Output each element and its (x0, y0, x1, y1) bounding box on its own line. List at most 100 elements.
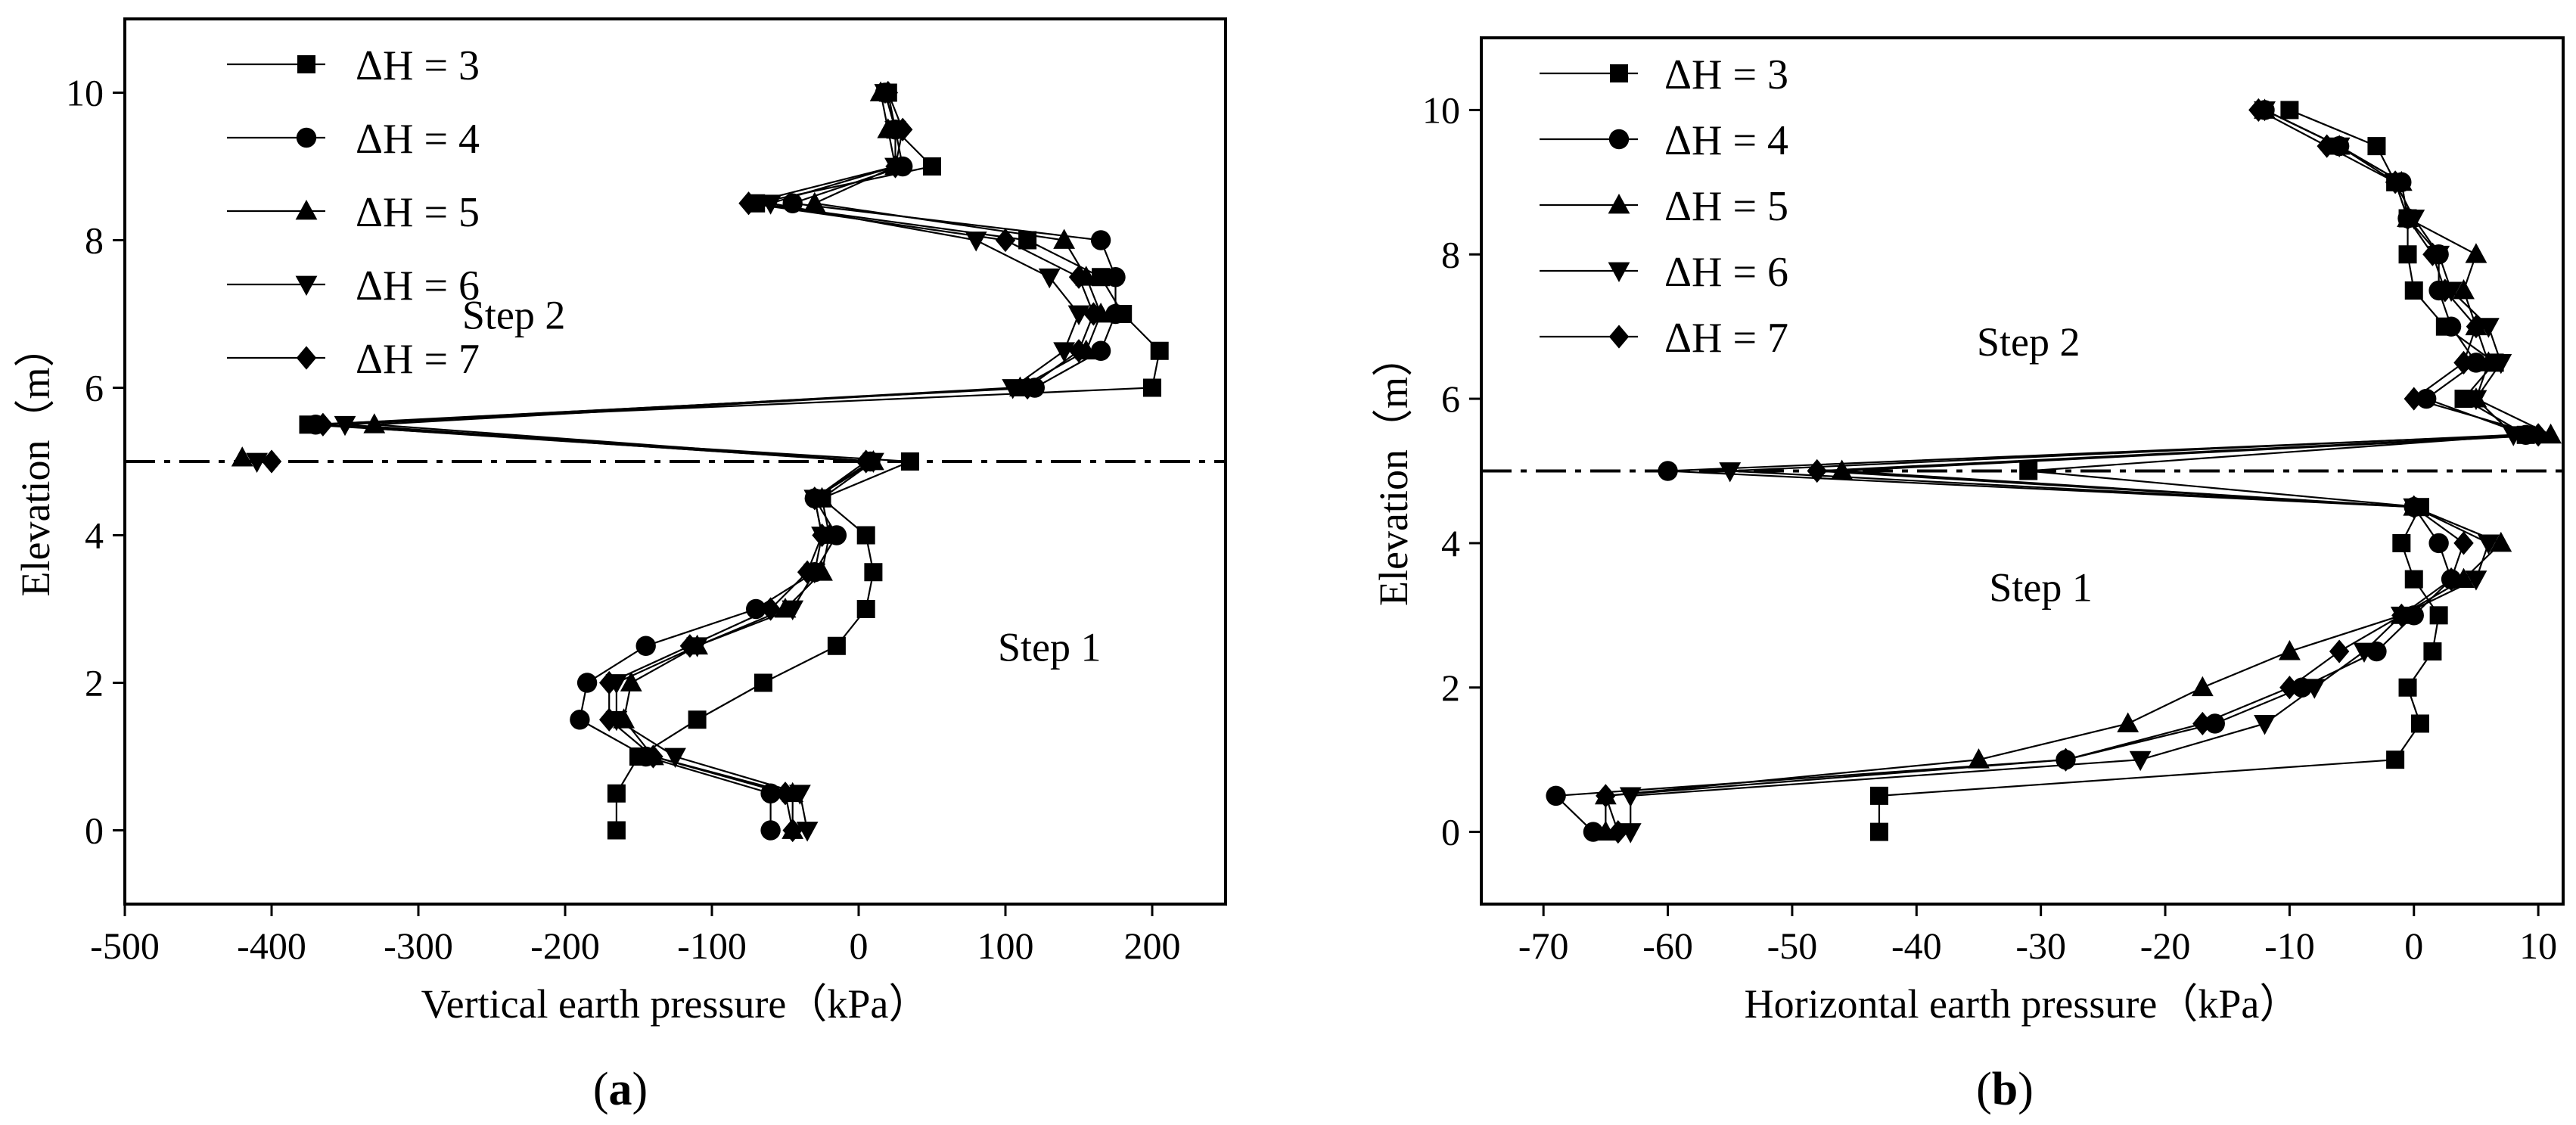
data-point (804, 486, 825, 511)
data-point (2477, 318, 2500, 338)
data-point (1068, 339, 1089, 363)
legend-label: ΔH = 6 (1664, 249, 1788, 296)
data-point (2423, 642, 2442, 661)
legend-marker (297, 55, 315, 73)
y-tick-label: 0 (1441, 811, 1460, 853)
y-tick-label: 2 (85, 662, 104, 704)
y-tick-label: 8 (1441, 233, 1460, 275)
legend-label: ΔH = 6 (356, 263, 480, 309)
x-tick-label: -10 (2264, 925, 2315, 967)
data-point (2528, 423, 2549, 447)
series-1 (299, 83, 1169, 840)
data-point (2453, 531, 2474, 555)
data-point (1719, 462, 1742, 483)
x-tick-label: -300 (384, 925, 453, 967)
data-point (856, 526, 875, 545)
y-tick-label: 10 (1422, 89, 1460, 131)
y-tick-label: 10 (66, 72, 104, 114)
data-point (2540, 423, 2562, 444)
data-point (1017, 375, 1038, 400)
data-point (2279, 676, 2300, 700)
data-point (789, 785, 811, 805)
data-point (1658, 461, 1678, 481)
x-axis-label: Vertical earth pressure（kPa） (421, 981, 930, 1027)
data-point (2404, 281, 2423, 300)
legend-entry: ΔH = 4 (1540, 117, 1788, 164)
data-point (620, 671, 642, 691)
data-point (775, 782, 796, 806)
data-point (2367, 137, 2386, 156)
data-point (796, 822, 819, 842)
data-point (688, 710, 707, 729)
legend-entry: ΔH = 3 (227, 42, 480, 89)
data-point (2477, 534, 2500, 555)
data-point (2397, 206, 2418, 231)
data-point (2191, 676, 2214, 697)
data-point (893, 117, 913, 141)
y-axis-label: Elevation（m） (13, 327, 58, 597)
data-point (2428, 533, 2449, 554)
data-point (2404, 387, 2424, 411)
data-point (643, 744, 663, 769)
data-point (2353, 642, 2376, 664)
data-point (2398, 245, 2417, 264)
data-point (2192, 711, 2213, 736)
legend-marker (1608, 325, 1630, 349)
data-point (878, 80, 898, 105)
data-point (664, 747, 686, 768)
data-point (2019, 461, 2038, 480)
data-point (2490, 531, 2512, 552)
data-point (2404, 495, 2424, 519)
panel-a: -500 -400 -300 -200 -100 0 100 200 0 2 4 6 8 10 Vertic… (13, 17, 1227, 1115)
data-point (760, 597, 781, 621)
legend-marker (1608, 262, 1630, 282)
y-tick-label: 2 (1441, 667, 1460, 709)
data-point (2477, 351, 2500, 371)
legend-label: ΔH = 5 (1664, 183, 1788, 230)
data-point (803, 191, 826, 213)
data-point (2435, 278, 2456, 303)
y-tick-label: 6 (1441, 378, 1460, 420)
x-tick-label: 0 (850, 925, 869, 967)
data-point (1150, 341, 1169, 360)
legend-entry: ΔH = 7 (1540, 315, 1788, 362)
data-point (2490, 353, 2512, 374)
panel-label: (b) (1976, 1064, 2034, 1115)
data-point (2248, 98, 2269, 123)
legend-marker (295, 200, 318, 220)
data-point (312, 412, 334, 437)
legend-label: ΔH = 4 (1664, 117, 1788, 164)
panel-b: -70 -60 -50 -40 -30 -20 -10 0 10 0 2 4 6 8 10 Horizonta… (1371, 36, 2565, 1115)
data-point (2129, 751, 2152, 772)
series-5 (1596, 98, 2549, 844)
data-point (2328, 137, 2351, 158)
data-point (1546, 785, 1566, 806)
panel-label-letter: a (609, 1064, 632, 1115)
data-point (738, 191, 759, 216)
legend-label: ΔH = 3 (1664, 51, 1788, 98)
data-point (760, 820, 781, 841)
data-point (782, 600, 804, 620)
data-point (2465, 243, 2487, 263)
data-point (607, 821, 626, 840)
data-point (1090, 230, 1111, 250)
data-point (923, 157, 941, 176)
data-point (900, 452, 919, 471)
data-point (995, 228, 1016, 253)
data-point (2398, 678, 2417, 697)
data-point (570, 710, 590, 730)
x-tick-label: 100 (977, 925, 1034, 967)
data-point (2117, 712, 2139, 732)
data-point (1968, 748, 1990, 769)
data-point (856, 600, 875, 618)
annotation-step: Step 2 (462, 293, 566, 338)
y-tick-label: 4 (85, 514, 104, 557)
legend-entry: ΔH = 5 (227, 189, 480, 236)
legend-marker (1608, 194, 1630, 214)
data-point (856, 449, 876, 474)
data-point (1068, 265, 1089, 289)
data-point (2466, 315, 2487, 339)
data-point (864, 563, 883, 582)
x-tick-label: -70 (1518, 925, 1569, 967)
data-point (2453, 350, 2474, 374)
